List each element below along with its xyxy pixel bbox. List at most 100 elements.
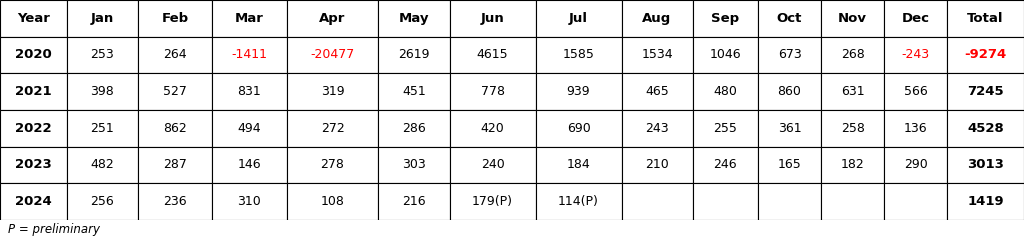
Text: P = preliminary: P = preliminary xyxy=(8,223,100,236)
Text: 2020: 2020 xyxy=(15,49,51,62)
Text: -243: -243 xyxy=(901,49,930,62)
Bar xyxy=(212,73,287,110)
Text: 210: 210 xyxy=(645,158,669,172)
Text: 361: 361 xyxy=(777,122,802,135)
Bar xyxy=(622,0,692,37)
Bar xyxy=(67,183,137,220)
Text: 2024: 2024 xyxy=(15,195,51,208)
Bar xyxy=(821,73,884,110)
Text: 566: 566 xyxy=(904,85,928,98)
Text: 268: 268 xyxy=(841,49,864,62)
Bar xyxy=(379,0,450,37)
Bar xyxy=(884,183,947,220)
Text: 2023: 2023 xyxy=(15,158,51,172)
Text: 631: 631 xyxy=(841,85,864,98)
Text: 236: 236 xyxy=(163,195,186,208)
Text: Sep: Sep xyxy=(712,12,739,25)
Bar xyxy=(379,73,450,110)
Bar xyxy=(536,110,622,147)
Bar xyxy=(137,110,212,147)
Bar xyxy=(758,37,821,73)
Text: Apr: Apr xyxy=(319,12,346,25)
Bar xyxy=(0,37,67,73)
Bar xyxy=(692,183,758,220)
Text: 451: 451 xyxy=(402,85,426,98)
Text: Year: Year xyxy=(16,12,50,25)
Bar xyxy=(947,110,1024,147)
Text: 1585: 1585 xyxy=(562,49,595,62)
Bar xyxy=(450,37,536,73)
Text: 165: 165 xyxy=(777,158,802,172)
Text: 278: 278 xyxy=(321,158,344,172)
Bar xyxy=(67,73,137,110)
Bar xyxy=(821,110,884,147)
Text: May: May xyxy=(398,12,429,25)
Text: 258: 258 xyxy=(841,122,864,135)
Bar xyxy=(622,37,692,73)
Text: 251: 251 xyxy=(90,122,114,135)
Bar xyxy=(536,147,622,183)
Bar xyxy=(67,147,137,183)
Text: 482: 482 xyxy=(90,158,114,172)
Text: Jan: Jan xyxy=(90,12,114,25)
Bar xyxy=(758,147,821,183)
Text: 272: 272 xyxy=(321,122,344,135)
Text: 480: 480 xyxy=(714,85,737,98)
Bar xyxy=(622,183,692,220)
Text: 310: 310 xyxy=(238,195,261,208)
Bar xyxy=(884,37,947,73)
Text: 1419: 1419 xyxy=(968,195,1004,208)
Bar xyxy=(212,110,287,147)
Text: 253: 253 xyxy=(90,49,114,62)
Bar xyxy=(137,183,212,220)
Bar xyxy=(212,0,287,37)
Text: -20477: -20477 xyxy=(310,49,354,62)
Text: 264: 264 xyxy=(163,49,186,62)
Text: 527: 527 xyxy=(163,85,186,98)
Bar xyxy=(884,73,947,110)
Bar xyxy=(947,183,1024,220)
Bar xyxy=(821,0,884,37)
Bar xyxy=(67,0,137,37)
Text: 108: 108 xyxy=(321,195,344,208)
Bar xyxy=(287,0,379,37)
Bar xyxy=(758,110,821,147)
Text: 246: 246 xyxy=(714,158,737,172)
Text: 146: 146 xyxy=(238,158,261,172)
Bar xyxy=(536,37,622,73)
Bar xyxy=(622,147,692,183)
Text: 4528: 4528 xyxy=(968,122,1004,135)
Text: 673: 673 xyxy=(777,49,802,62)
Bar xyxy=(692,73,758,110)
Bar xyxy=(287,110,379,147)
Text: 831: 831 xyxy=(238,85,261,98)
Bar xyxy=(0,0,67,37)
Text: 2021: 2021 xyxy=(15,85,51,98)
Text: Jun: Jun xyxy=(480,12,505,25)
Bar xyxy=(758,183,821,220)
Bar xyxy=(450,183,536,220)
Bar xyxy=(67,37,137,73)
Bar xyxy=(536,183,622,220)
Text: 114(P): 114(P) xyxy=(558,195,599,208)
Text: Feb: Feb xyxy=(162,12,188,25)
Bar xyxy=(287,37,379,73)
Text: 287: 287 xyxy=(163,158,186,172)
Text: 4615: 4615 xyxy=(477,49,508,62)
Bar xyxy=(0,110,67,147)
Text: 182: 182 xyxy=(841,158,864,172)
Text: 136: 136 xyxy=(904,122,928,135)
Bar xyxy=(758,0,821,37)
Text: Aug: Aug xyxy=(642,12,672,25)
Text: 240: 240 xyxy=(480,158,505,172)
Bar xyxy=(287,147,379,183)
Text: Jul: Jul xyxy=(569,12,588,25)
Text: 255: 255 xyxy=(714,122,737,135)
Text: 184: 184 xyxy=(566,158,591,172)
Text: Oct: Oct xyxy=(777,12,802,25)
Bar xyxy=(287,183,379,220)
Bar xyxy=(821,183,884,220)
Bar xyxy=(137,37,212,73)
Bar xyxy=(287,73,379,110)
Text: 1534: 1534 xyxy=(641,49,673,62)
